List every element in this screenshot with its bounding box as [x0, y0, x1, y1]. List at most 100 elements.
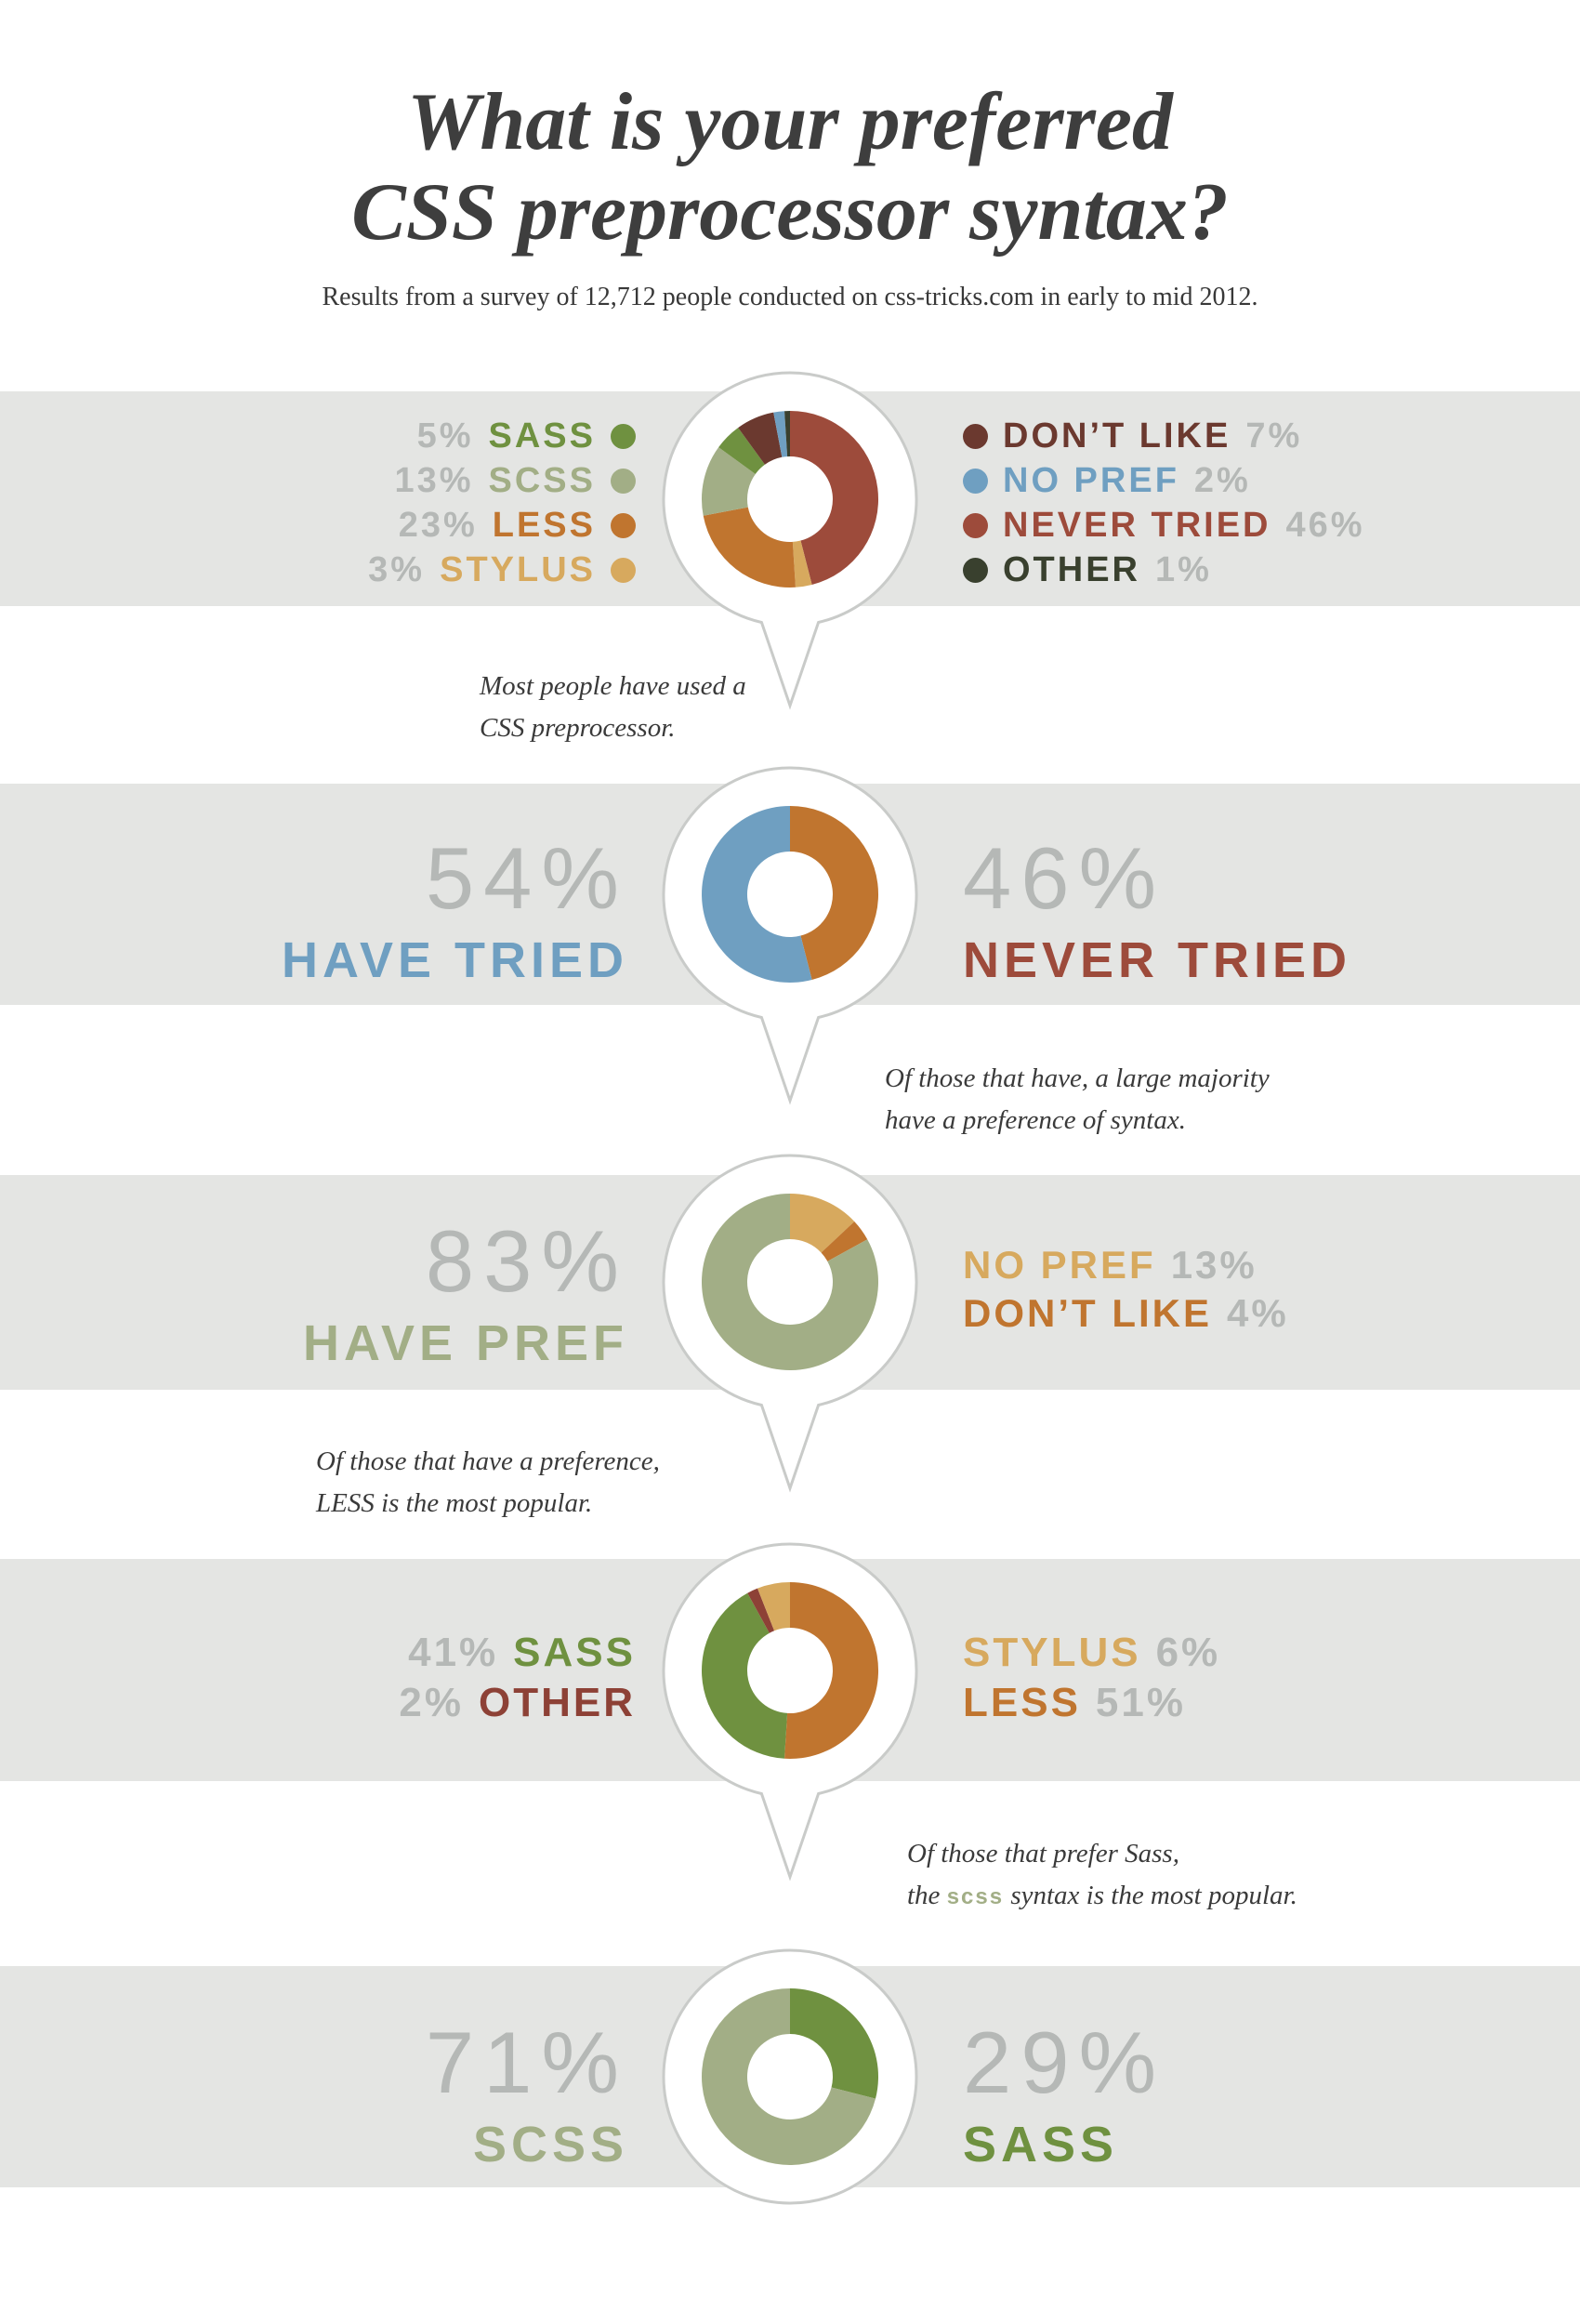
legend-row-other: OTHER 1% [963, 552, 1212, 588]
donut-chart-overall [662, 371, 918, 710]
callout-4-post: syntax is the most popular. [1004, 1880, 1297, 1910]
donut-segment-never-tried [790, 411, 879, 586]
dont-like-label: DON’T LIKE [1003, 416, 1231, 456]
no-pref-dot-icon [963, 468, 988, 494]
donut-segment-no-pref [790, 1194, 855, 1253]
stylus-percent: 3% [368, 550, 426, 589]
dont-like-percent-2: 4% [1227, 1291, 1289, 1335]
sass-dot-icon [611, 423, 636, 449]
sass-percent: 5% [416, 416, 474, 456]
legend-row-dont-like-2: DON’T LIKE 4% [963, 1294, 1289, 1333]
legend-row-stylus-2: STYLUS 6% [963, 1632, 1220, 1673]
legend-row-stylus: 3% STYLUS [368, 552, 636, 588]
donut-segment-other [784, 411, 790, 457]
callout-3: Of those that have a preference, LESS is… [316, 1441, 660, 1525]
donut-segment-less [703, 507, 796, 588]
scss-block: 71% SCSS [425, 2014, 628, 2172]
donut-chart-tried [662, 766, 918, 1105]
legend-row-no-pref-2: NO PREF 13% [963, 1246, 1257, 1285]
donut-chart-preference [662, 1154, 918, 1493]
callout-4-pre: the [907, 1880, 947, 1910]
callout-4-line-1: Of those that prefer Sass, [907, 1839, 1179, 1868]
legend-row-sass: 5% SASS [417, 418, 636, 454]
stylus-dot-icon [611, 557, 636, 583]
never-tried-dot-icon [963, 512, 988, 538]
never-tried-block: 46% NEVER TRIED [963, 829, 1352, 988]
never-tried-percent-big: 46% [963, 829, 1166, 927]
legend-row-never-tried: NEVER TRIED 46% [963, 508, 1365, 543]
donut-segment-stylus [757, 1582, 790, 1631]
less-label-2: LESS [963, 1680, 1081, 1725]
donut-segment-scss [702, 1988, 876, 2165]
scss-percent: 13% [394, 461, 474, 500]
less-percent-2: 51% [1095, 1680, 1186, 1725]
callout-4: Of those that prefer Sass, the scss synt… [907, 1833, 1297, 1917]
other-label-2: OTHER [479, 1680, 636, 1725]
less-label: LESS [492, 506, 596, 545]
legend-row-no-pref: NO PREF 2% [963, 463, 1251, 498]
have-tried-percent: 54% [425, 829, 628, 927]
never-tried-percent: 46% [1285, 506, 1365, 545]
sass-label-big: SASS [963, 2117, 1119, 2172]
title-line-1: What is your preferred [407, 77, 1173, 167]
callout-1-line-1: Most people have used a [480, 671, 746, 701]
legend-row-scss: 13% SCSS [394, 463, 636, 498]
scss-dot-icon [611, 468, 636, 494]
less-percent: 23% [398, 506, 478, 545]
dont-like-percent: 7% [1245, 416, 1303, 456]
donut-chart-sass-scss [662, 1948, 918, 2205]
donut-segment-don-t-like [821, 1221, 868, 1261]
callout-4-scss: scss [946, 1883, 1005, 1909]
legend-row-other-2: 2% OTHER [399, 1683, 636, 1723]
less-dot-icon [611, 512, 636, 538]
sass-label: SASS [488, 416, 596, 456]
donut-segment-other [747, 1588, 775, 1633]
legend-row-less-2: LESS 51% [963, 1683, 1186, 1723]
donut-segment-stylus [792, 540, 812, 588]
scss-label: SCSS [488, 461, 596, 500]
donut-segment-sass [790, 1988, 879, 2099]
never-tried-label: NEVER TRIED [1003, 506, 1271, 545]
no-pref-label: NO PREF [1003, 461, 1179, 500]
callout-1: Most people have used a CSS preprocessor… [480, 666, 746, 749]
header: What is your preferred CSS preprocessor … [0, 77, 1580, 312]
donut-segment-have-tried [702, 806, 812, 983]
donut-chart-syntax [662, 1542, 918, 1882]
dont-like-label-2: DON’T LIKE [963, 1291, 1212, 1335]
other-percent: 1% [1155, 550, 1212, 589]
legend-row-sass-2: 41% SASS [408, 1632, 636, 1673]
have-pref-label: HAVE PREF [302, 1315, 628, 1371]
sass-block: 29% SASS [963, 2014, 1166, 2172]
donut-segment-less [784, 1582, 879, 1759]
have-pref-percent: 83% [425, 1212, 628, 1310]
other-dot-icon [963, 557, 988, 583]
donut-segment-don-t-like [738, 412, 783, 465]
no-pref-label-2: NO PREF [963, 1243, 1156, 1287]
legend-row-dont-like: DON’T LIKE 7% [963, 418, 1302, 454]
sass-percent-2: 41% [408, 1630, 499, 1675]
legend-row-less: 23% LESS [399, 508, 636, 543]
donut-segment-have-pref [702, 1194, 879, 1370]
scss-label-big: SCSS [472, 2117, 628, 2172]
callout-3-line-1: Of those that have a preference, [316, 1446, 660, 1476]
donut-segment-sass [701, 1592, 788, 1759]
callout-2: Of those that have, a large majority hav… [885, 1058, 1270, 1142]
scss-percent-big: 71% [425, 2014, 628, 2111]
callout-3-line-2: LESS is the most popular. [316, 1487, 593, 1518]
have-tried-label: HAVE TRIED [281, 932, 628, 988]
have-tried-block: 54% HAVE TRIED [281, 829, 628, 988]
other-label: OTHER [1003, 550, 1140, 589]
dont-like-dot-icon [963, 423, 988, 449]
no-pref-percent-2: 13% [1170, 1243, 1257, 1287]
sass-percent-big: 29% [963, 2014, 1166, 2111]
no-pref-percent: 2% [1193, 461, 1251, 500]
callout-2-line-1: Of those that have, a large majority [885, 1063, 1270, 1093]
donut-segment-never-tried [790, 806, 879, 981]
sass-label-2: SASS [513, 1630, 636, 1675]
have-pref-block: 83% HAVE PREF [302, 1212, 628, 1371]
title-line-2: CSS preprocessor syntax? [351, 166, 1229, 257]
page-title: What is your preferred CSS preprocessor … [0, 77, 1580, 258]
other-percent-2: 2% [399, 1680, 464, 1725]
never-tried-label-big: NEVER TRIED [963, 932, 1352, 988]
